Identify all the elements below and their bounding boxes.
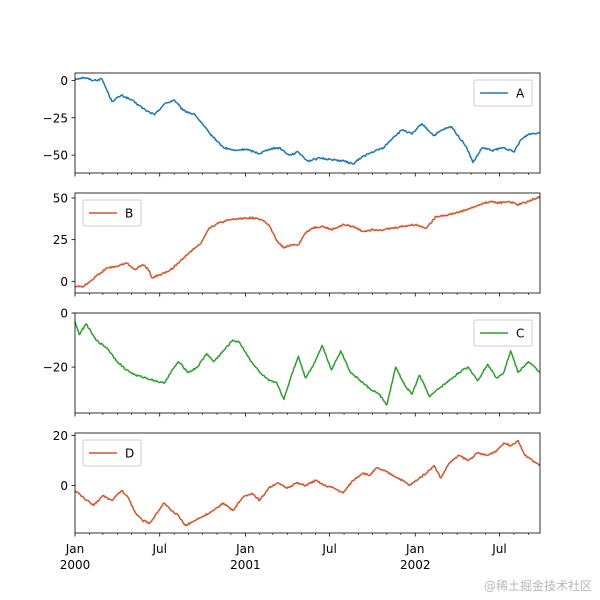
subplot-C: 0 −20 C <box>43 307 541 417</box>
xtick-label-year: 2001 <box>230 558 261 572</box>
legend-A: A <box>473 79 533 107</box>
legend-B: B <box>82 199 142 227</box>
ytick-label: 0 <box>60 307 68 321</box>
ytick-label: 50 <box>53 192 68 206</box>
xtick-label-year: 2000 <box>60 558 91 572</box>
xtick-label-year: 2002 <box>400 558 431 572</box>
legend-C: C <box>473 319 533 347</box>
xtick-label: Jan <box>405 542 425 556</box>
ytick-label: 0 <box>60 275 68 289</box>
ytick-label: 20 <box>53 429 68 443</box>
legend-label: D <box>125 447 134 461</box>
series-line-B <box>75 195 540 288</box>
ytick-label: 0 <box>60 479 68 493</box>
ytick-label: −20 <box>43 361 68 375</box>
watermark-text: @稀土掘金技术社区 <box>483 579 592 593</box>
xtick-label: Jul <box>321 542 336 556</box>
axes-frame-D <box>74 432 541 534</box>
subplot-B: 50 25 0 B <box>53 192 541 297</box>
axes-frame-A <box>74 72 541 174</box>
ytick-label: 0 <box>60 74 68 88</box>
legend-label: B <box>125 207 133 221</box>
series-line-A <box>75 76 540 165</box>
ytick-label: −50 <box>43 149 68 163</box>
legend-label: C <box>516 327 524 341</box>
xtick-label: Jul <box>151 542 166 556</box>
series-line-D <box>75 439 540 527</box>
ytick-label: −25 <box>43 111 68 125</box>
xtick-label: Jan <box>235 542 255 556</box>
legend-D: D <box>82 439 142 467</box>
legend-label: A <box>516 87 525 101</box>
series-line-C <box>75 320 540 406</box>
subplot-A: 0 −25 −50 A <box>43 72 541 177</box>
xtick-label: Jan <box>65 542 85 556</box>
ytick-label: 25 <box>53 233 68 247</box>
subplot-D: 20 0 D <box>53 429 541 537</box>
xtick-label: Jul <box>491 542 506 556</box>
axes-frame-C <box>74 312 541 414</box>
axes-frame-B <box>74 192 541 294</box>
